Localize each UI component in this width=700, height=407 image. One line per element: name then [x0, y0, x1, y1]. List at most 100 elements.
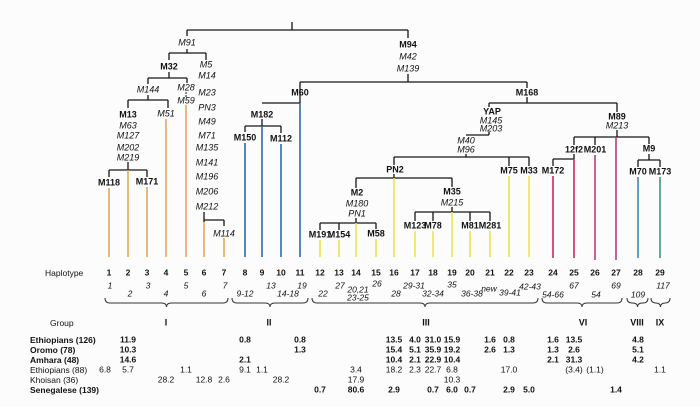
- marker-label: M135: [195, 142, 219, 153]
- frequency-cell: 17.9: [347, 374, 365, 385]
- frequency-cell: 0.7: [464, 384, 476, 395]
- alt-haplotype-label: 35: [447, 279, 457, 290]
- frequency-cell: 1.3: [547, 344, 559, 355]
- frequency-cell: 31.0: [424, 334, 442, 345]
- alt-haplotype-label: 26: [372, 278, 382, 289]
- group-label: II: [266, 317, 272, 328]
- marker-label: M71: [198, 130, 216, 141]
- population-label: Amhara (48): [30, 355, 80, 365]
- group-row-label: Group: [50, 318, 74, 328]
- frequency-cell: 1.1: [654, 364, 666, 375]
- population-label: Senegalese (139): [30, 385, 99, 395]
- alt-haplotype-label: 2: [127, 288, 133, 299]
- marker-label: M173: [648, 166, 672, 177]
- marker-label: M123: [403, 220, 427, 231]
- marker-label: M203: [479, 123, 503, 134]
- frequency-cell: 11.9: [119, 334, 137, 345]
- marker-label: M213: [605, 120, 629, 131]
- group-brace: [626, 297, 649, 308]
- group-brace: [650, 297, 671, 308]
- frequency-cell: 2.1: [547, 354, 559, 365]
- marker-label: PN2: [386, 164, 404, 175]
- haplotype-number: 8: [242, 267, 248, 278]
- alt-haplotype-label: 117: [656, 280, 670, 291]
- haplotype-number: 29: [655, 267, 665, 278]
- frequency-cell: 19.2: [443, 344, 461, 355]
- marker-label: M150: [233, 132, 257, 143]
- marker-label: M33: [520, 165, 538, 176]
- frequency-cell: 14.6: [119, 354, 137, 365]
- marker-label: M2: [350, 187, 364, 198]
- marker-label: M63: [119, 120, 137, 131]
- marker-label: M60: [291, 87, 309, 98]
- haplotype-number: 10: [276, 267, 286, 278]
- frequency-cell: (3.4): [565, 364, 583, 375]
- marker-label: M96: [457, 144, 475, 155]
- frequency-cell: 6.8: [446, 364, 458, 375]
- haplotype-number: 17: [410, 267, 420, 278]
- frequency-cell: 0.8: [239, 334, 251, 345]
- marker-label: M168: [515, 87, 539, 98]
- marker-label: M144: [136, 84, 160, 95]
- frequency-cell: 1.1: [180, 364, 192, 375]
- group-brace: [541, 297, 623, 308]
- frequency-cell: 1.4: [610, 384, 622, 395]
- frequency-cell: 2.6: [484, 344, 496, 355]
- haplotype-number: 11: [295, 267, 305, 278]
- haplotype-number: 26: [590, 267, 600, 278]
- frequency-cell: 5.7: [122, 364, 134, 375]
- frequency-cell: 80.6: [347, 384, 365, 395]
- frequency-cell: 15.9: [443, 334, 461, 345]
- frequency-cell: 1.3: [503, 344, 515, 355]
- marker-label: M154: [327, 229, 351, 240]
- frequency-cell: 22.9: [424, 354, 442, 365]
- frequency-cell: 2.9: [388, 384, 400, 395]
- marker-label: M215: [440, 197, 464, 208]
- haplotype-number: 19: [447, 267, 457, 278]
- marker-label: YAP: [483, 106, 501, 117]
- frequency-cell: 1.1: [256, 364, 268, 375]
- frequency-cell: 0.7: [427, 384, 439, 395]
- population-label: Oromo (78): [30, 345, 76, 355]
- alt-haplotype-label: 67: [569, 280, 579, 291]
- alt-haplotype-label: 5: [183, 280, 189, 291]
- alt-haplotype-label: 6: [201, 288, 207, 299]
- marker-label: M49: [198, 116, 216, 127]
- frequency-cell: 2.9: [503, 384, 515, 395]
- frequency-cell: 0.8: [294, 334, 306, 345]
- marker-label: M139: [396, 63, 420, 74]
- frequency-cell: 0.8: [503, 334, 515, 345]
- haplotype-number: 15: [371, 267, 381, 278]
- marker-label: M9: [642, 143, 656, 154]
- marker-label: M145: [479, 115, 503, 126]
- haplotype-number: 21: [485, 267, 495, 278]
- haplotype-number: 13: [334, 267, 344, 278]
- marker-label: PN1: [348, 208, 366, 219]
- haplotype-number: 24: [548, 267, 558, 278]
- marker-label: M206: [195, 186, 219, 197]
- haplotype-number: 25: [569, 267, 579, 278]
- marker-label: M212: [195, 201, 219, 212]
- alt-haplotype-label: 14-18: [277, 288, 299, 299]
- marker-label: M171: [135, 176, 159, 187]
- haplotype-number: 22: [504, 267, 514, 278]
- alt-haplotype-label: 9-12: [236, 288, 254, 299]
- frequency-cell: 10.4: [443, 354, 461, 365]
- haplotype-number: 23: [524, 267, 534, 278]
- population-label: Ethiopians (126): [30, 335, 96, 345]
- alt-haplotype-label: 54: [591, 289, 601, 300]
- haplotype-number: 5: [183, 267, 189, 278]
- haplotype-number: 3: [144, 267, 150, 278]
- haplotype-number: 9: [259, 267, 265, 278]
- frequency-cell: 1.6: [484, 334, 496, 345]
- marker-label: M59: [177, 95, 195, 106]
- alt-haplotype-label: 42-43: [519, 281, 541, 292]
- marker-label: M91: [178, 37, 196, 48]
- frequency-cell: 9.1: [239, 364, 251, 375]
- group-brace: [311, 297, 539, 308]
- alt-haplotype-label: 32-34: [422, 288, 444, 299]
- marker-label: M172: [541, 165, 565, 176]
- frequency-cell: 4.0: [409, 334, 421, 345]
- alt-haplotype-label: 36-38: [461, 288, 483, 299]
- marker-label: M127: [116, 130, 140, 141]
